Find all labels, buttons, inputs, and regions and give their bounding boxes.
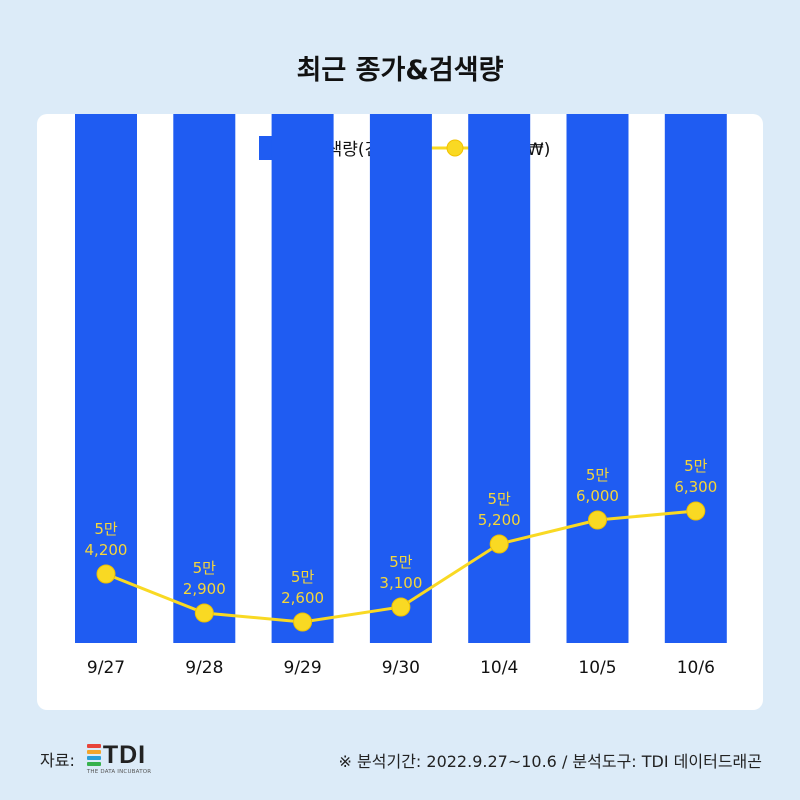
price-label-top: 5만	[586, 466, 610, 484]
bar	[566, 114, 629, 643]
bar	[173, 114, 236, 643]
price-label-top: 5만	[291, 568, 315, 586]
x-tick-label: 10/5	[578, 658, 616, 678]
price-marker	[588, 510, 607, 530]
bar	[271, 114, 334, 643]
logo-subtext: THE DATA INCUBATOR	[86, 769, 152, 775]
chart-title: 최근 종가&검색량	[296, 55, 504, 86]
legend-line-marker	[446, 139, 464, 157]
bar	[75, 114, 137, 643]
x-axis: 9/27 9/28 9/29 9/30 10/4 10/5 10/6	[87, 658, 715, 678]
chart-svg: 검색량(건)종가(₩) 36만3,80042만3,60034만5,40035만2…	[75, 114, 727, 678]
price-label-bottom: 6,000	[576, 487, 619, 505]
price-label-bottom: 3,100	[379, 574, 422, 592]
price-label-bottom: 2,900	[183, 580, 226, 598]
bar	[468, 114, 531, 643]
source-credit: 자료: TDI THE DATA INCUBATOR	[40, 741, 177, 776]
price-label-top: 5만	[488, 490, 512, 508]
price-marker	[293, 612, 313, 632]
price-label-bottom: 6,300	[674, 478, 717, 496]
price-marker	[391, 597, 411, 617]
price-label-top: 5만	[94, 520, 118, 538]
price-marker	[489, 534, 509, 554]
x-tick-label: 9/30	[382, 658, 420, 678]
price-label-bottom: 5,200	[478, 511, 521, 529]
x-tick-label: 10/6	[677, 658, 715, 678]
analysis-note: ※ 분석기간: 2022.9.27~10.6 / 분석도구: TDI 데이터드래…	[338, 752, 762, 771]
x-tick-label: 10/4	[480, 658, 518, 678]
price-marker	[96, 564, 116, 584]
logo-text: TDI	[102, 741, 147, 769]
bar-series: 36만3,80042만3,60034만5,40035만2,70041만60040…	[75, 114, 727, 643]
price-label-top: 5만	[684, 457, 708, 475]
price-marker	[686, 501, 706, 521]
chart-card: 검색량(건)종가(₩) 36만3,80042만3,60034만5,40035만2…	[37, 114, 763, 710]
price-label-top: 5만	[193, 559, 217, 577]
price-label-bottom: 2,600	[281, 589, 324, 607]
x-tick-label: 9/27	[87, 658, 125, 678]
tdi-logo: TDI THE DATA INCUBATOR	[86, 741, 177, 776]
line-series: 5만 4,200 5만 2,900 5만 2,600 5만 3,100 5만 5,200 5만 6,0…	[85, 457, 717, 632]
x-tick-label: 9/29	[284, 658, 322, 678]
bar	[369, 114, 432, 643]
logo-mark-icon	[86, 744, 101, 766]
price-label-bottom: 4,200	[85, 541, 128, 559]
source-label: 자료:	[40, 751, 75, 770]
x-tick-label: 9/28	[185, 658, 223, 678]
price-marker	[194, 603, 214, 623]
price-label-top: 5만	[389, 553, 413, 571]
bar	[664, 114, 727, 643]
